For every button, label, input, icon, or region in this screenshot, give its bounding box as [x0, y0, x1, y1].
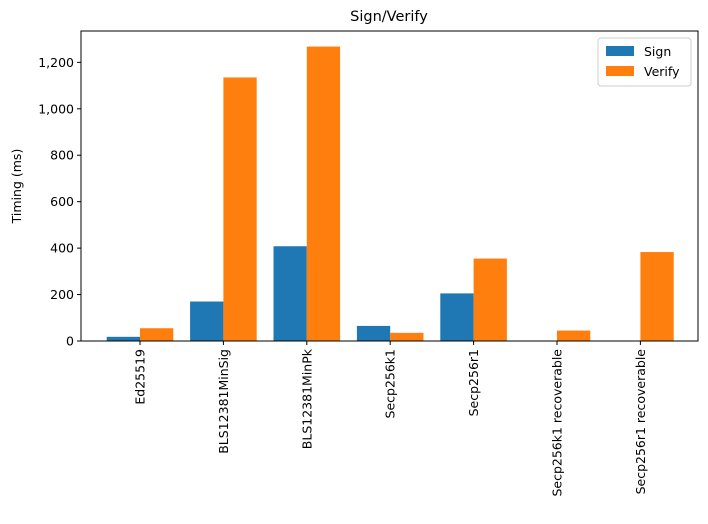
- bar-verify-4: [473, 258, 507, 341]
- y-tick-label: 600: [50, 194, 74, 209]
- x-tick-label: Secp256r1 recoverable: [633, 349, 648, 495]
- y-tick-label: 200: [50, 287, 74, 302]
- x-tick-label: Secp256k1: [383, 349, 398, 418]
- bar-sign-4: [440, 293, 474, 341]
- bar-verify-3: [390, 332, 424, 341]
- y-tick-label: 0: [66, 334, 74, 349]
- bar-sign-1: [190, 301, 224, 341]
- bar-verify-6: [640, 252, 674, 341]
- x-tick-label: BLS12381MinSig: [216, 349, 231, 454]
- y-tick-label: 800: [50, 148, 74, 163]
- legend-label-verify: Verify: [644, 64, 680, 79]
- x-tick-label: Secp256r1: [466, 349, 481, 416]
- bar-verify-0: [140, 328, 174, 341]
- bar-verify-2: [306, 46, 341, 342]
- bar-sign-3: [356, 325, 391, 341]
- x-tick-label: BLS12381MinPk: [299, 348, 314, 449]
- y-axis-label: Timing (ms): [9, 149, 24, 225]
- legend: Sign Verify: [597, 37, 692, 87]
- bar-verify-1: [223, 77, 257, 341]
- bar-sign-0: [106, 336, 140, 341]
- legend-swatch-sign: [606, 46, 634, 56]
- x-tick-label: Ed25519: [133, 349, 148, 405]
- chart-title: Sign/Verify: [350, 9, 428, 25]
- y-tick-label: 1,200: [38, 55, 74, 70]
- legend-swatch-verify: [606, 66, 634, 76]
- x-tick-label: Secp256k1 recoverable: [550, 349, 565, 497]
- bars-group: [106, 46, 674, 342]
- bar-verify-5: [557, 330, 591, 341]
- plot-area-frame: [80, 30, 699, 342]
- legend-label-sign: Sign: [644, 44, 671, 59]
- y-tick-label: 400: [50, 241, 74, 256]
- y-axis-ticks: 0 200 400 600 800 1,000 1,200: [38, 55, 81, 349]
- x-axis-ticks: Ed25519 BLS12381MinSig BLS12381MinPk Secp25…: [133, 341, 648, 497]
- bar-sign-2: [273, 246, 307, 341]
- y-tick-label: 1,000: [38, 101, 74, 116]
